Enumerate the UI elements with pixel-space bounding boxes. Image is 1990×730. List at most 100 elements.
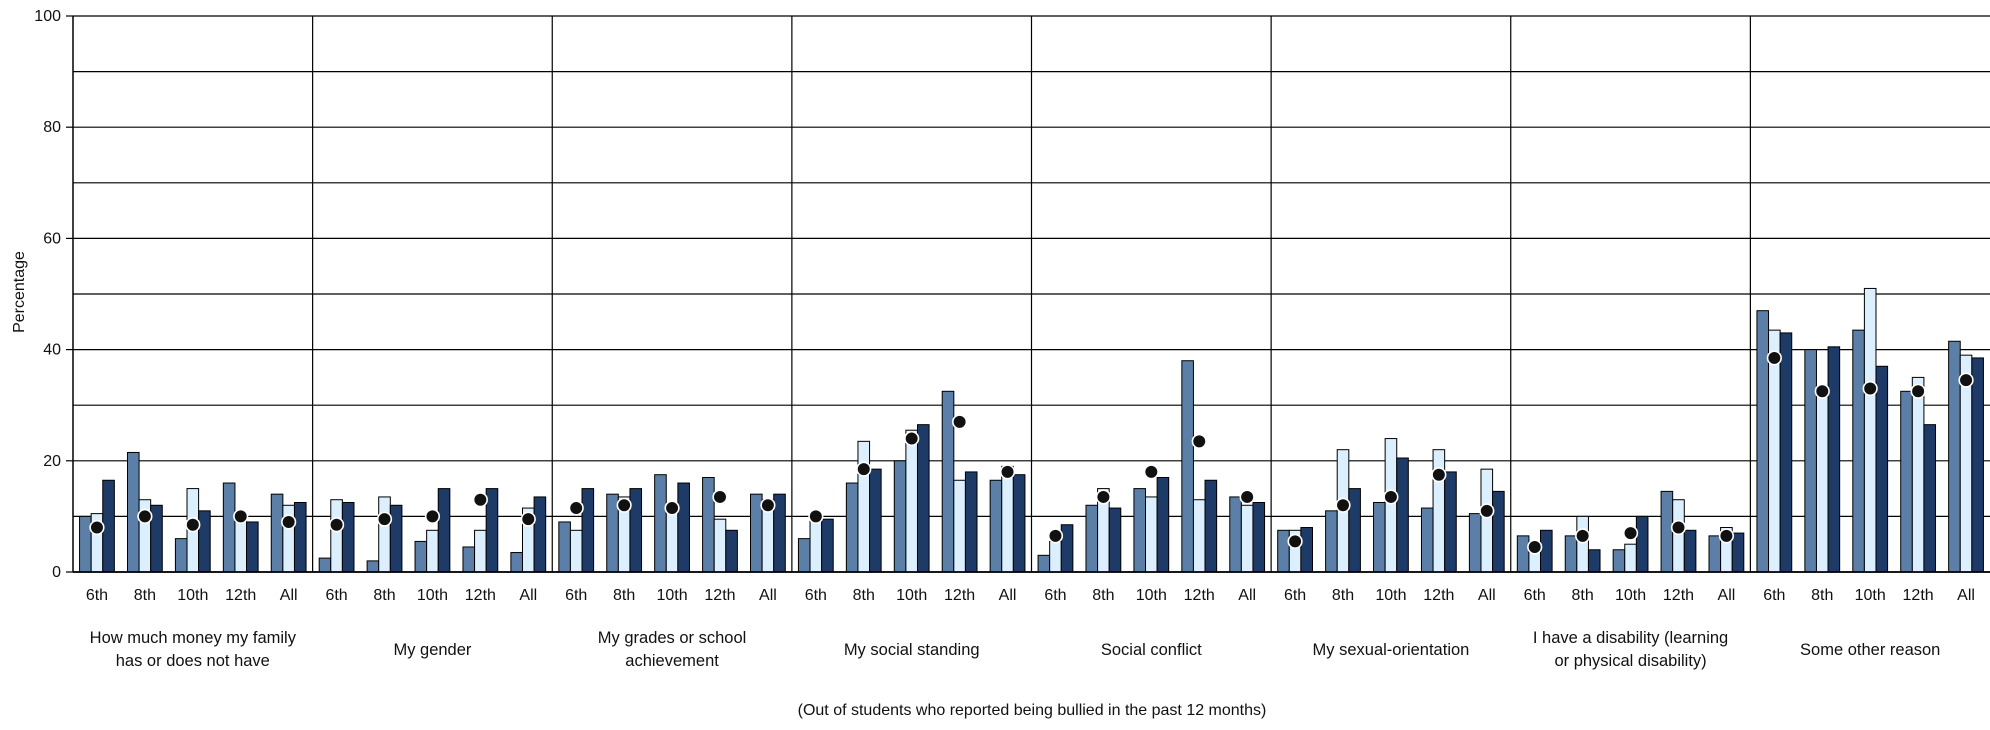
bar xyxy=(198,510,211,573)
estimate-marker xyxy=(233,508,249,525)
group-label: My grades or school xyxy=(598,629,747,647)
bar xyxy=(1085,504,1099,573)
estimate-marker xyxy=(137,508,153,525)
estimate-marker xyxy=(520,511,536,527)
estimate-marker xyxy=(89,519,105,536)
bar xyxy=(941,390,955,573)
grade-label: 8th xyxy=(1332,587,1354,604)
estimate-marker xyxy=(1718,528,1735,544)
bar xyxy=(869,468,882,573)
estimate-marker xyxy=(999,464,1016,480)
bar xyxy=(1348,488,1361,573)
group-label: Some other reason xyxy=(1800,641,1940,659)
estimate-marker xyxy=(1095,489,1111,505)
bar xyxy=(318,557,332,573)
estimate-marker xyxy=(952,414,968,430)
estimate-marker xyxy=(1862,380,1878,397)
bar xyxy=(1768,329,1781,573)
y-tick-label: 40 xyxy=(43,342,61,359)
grade-label: 10th xyxy=(417,587,448,604)
bar xyxy=(1672,499,1685,573)
grade-label: 8th xyxy=(1092,587,1114,604)
group-label: My sexual-orientation xyxy=(1313,641,1470,659)
bar xyxy=(725,529,738,573)
grade-label: 10th xyxy=(1615,587,1646,604)
grade-label: All xyxy=(759,587,777,604)
bar xyxy=(1204,479,1218,573)
bar xyxy=(1480,468,1494,573)
grade-label: All xyxy=(519,587,537,604)
bar xyxy=(389,504,403,573)
bar xyxy=(1815,390,1829,573)
bar xyxy=(702,476,715,573)
group-label: My gender xyxy=(393,641,471,659)
group-label: has or does not have xyxy=(116,652,270,670)
bar xyxy=(964,471,978,573)
bar xyxy=(234,515,248,573)
bar xyxy=(821,518,834,573)
bar xyxy=(581,488,595,573)
bar xyxy=(378,496,391,573)
grade-label: 10th xyxy=(1136,587,1167,604)
bar xyxy=(270,493,284,573)
estimate-marker xyxy=(1527,539,1543,555)
bar xyxy=(845,482,859,573)
bar xyxy=(1108,507,1122,573)
bar xyxy=(1444,471,1457,573)
estimate-marker xyxy=(1575,528,1591,544)
estimate-marker xyxy=(1431,467,1447,483)
x-axis-label: (Out of students who reported being bull… xyxy=(798,702,1267,719)
bar xyxy=(1971,357,1984,573)
bar xyxy=(510,552,523,573)
grade-label: 6th xyxy=(1284,587,1306,604)
grade-label: 10th xyxy=(1375,587,1406,604)
bar xyxy=(857,440,871,573)
estimate-marker xyxy=(376,511,393,527)
grade-label: All xyxy=(999,587,1017,604)
bar xyxy=(1540,529,1553,573)
estimate-marker xyxy=(1479,503,1495,519)
estimate-marker xyxy=(1143,464,1159,480)
grade-label: 8th xyxy=(1572,587,1594,604)
bar xyxy=(1875,365,1889,573)
y-tick-label: 80 xyxy=(43,119,61,136)
grade-label: All xyxy=(1478,587,1496,604)
grade-label: All xyxy=(280,587,298,604)
bar xyxy=(1384,438,1398,573)
estimate-marker xyxy=(1335,497,1351,513)
bar xyxy=(1325,510,1338,573)
bar xyxy=(1756,310,1770,573)
bar xyxy=(150,504,163,573)
bar xyxy=(569,529,583,573)
bar xyxy=(1948,340,1961,573)
estimate-marker xyxy=(1287,533,1303,550)
bar xyxy=(1804,349,1817,573)
bar xyxy=(222,482,236,573)
estimate-marker xyxy=(856,461,872,477)
grade-label: 10th xyxy=(656,587,687,604)
bar xyxy=(1708,535,1722,573)
bar xyxy=(1133,488,1147,573)
bar xyxy=(905,429,918,573)
bar xyxy=(102,479,115,573)
estimate-marker xyxy=(472,492,488,508)
estimate-marker xyxy=(664,500,680,516)
grade-label: 6th xyxy=(805,587,827,604)
bar xyxy=(1492,490,1505,573)
estimate-marker xyxy=(712,489,728,505)
estimate-marker xyxy=(1670,519,1687,536)
estimate-marker xyxy=(1958,372,1974,388)
estimate-marker xyxy=(616,497,632,513)
grade-label: 12th xyxy=(1903,587,1934,604)
estimate-marker xyxy=(808,508,824,525)
grade-label: All xyxy=(1238,587,1256,604)
grade-label: All xyxy=(1957,587,1975,604)
estimate-marker xyxy=(1814,383,1830,399)
bar xyxy=(1037,554,1051,573)
estimate-marker xyxy=(1239,489,1255,505)
group-label: My social standing xyxy=(844,641,980,659)
grade-label: 8th xyxy=(853,587,875,604)
estimate-marker xyxy=(760,497,776,513)
bar xyxy=(1192,499,1206,573)
